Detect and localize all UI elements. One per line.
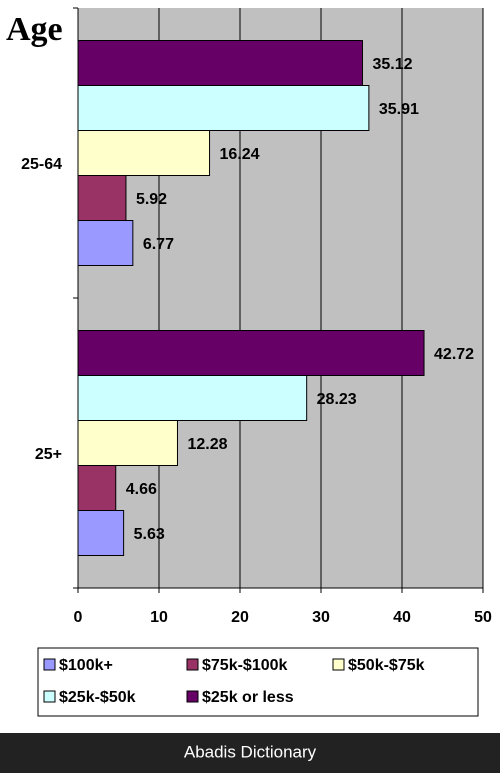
legend-swatch xyxy=(186,690,199,703)
data-label: 6.77 xyxy=(143,236,174,253)
data-label: 4.66 xyxy=(126,481,157,498)
bar xyxy=(77,130,211,176)
bar xyxy=(77,175,127,221)
legend-label: $25k-$50k xyxy=(59,689,136,706)
bar xyxy=(77,40,363,86)
chart-title: Age xyxy=(6,11,63,48)
x-tick-label: 10 xyxy=(150,609,168,626)
bar xyxy=(77,330,425,376)
data-label: 28.23 xyxy=(317,391,357,408)
data-label: 35.12 xyxy=(372,56,412,73)
legend xyxy=(37,647,479,717)
x-tick-label: 0 xyxy=(74,609,83,626)
legend-swatch xyxy=(186,658,199,671)
x-tick-label: 30 xyxy=(312,609,330,626)
legend-swatch xyxy=(332,658,345,671)
bar xyxy=(77,465,117,511)
data-label: 12.28 xyxy=(187,436,227,453)
data-label: 35.91 xyxy=(379,101,419,118)
data-label: 5.92 xyxy=(136,191,167,208)
x-tick-label: 50 xyxy=(474,609,492,626)
y-tick-label: 25-64 xyxy=(21,156,62,173)
data-label: 5.63 xyxy=(134,526,165,543)
bar xyxy=(77,375,308,421)
x-tick-label: 20 xyxy=(231,609,249,626)
bar xyxy=(77,510,125,556)
x-tick-label: 40 xyxy=(393,609,411,626)
bar xyxy=(77,420,178,466)
legend-label: $100k+ xyxy=(59,657,113,674)
legend-swatch xyxy=(43,690,56,703)
legend-label: $50k-$75k xyxy=(348,657,425,674)
legend-swatch xyxy=(43,658,56,671)
bar xyxy=(77,85,370,131)
legend-label: $75k-$100k xyxy=(202,657,288,674)
legend-label: $25k or less xyxy=(202,689,294,706)
data-label: 42.72 xyxy=(434,346,474,363)
y-tick-label: 25+ xyxy=(35,446,62,463)
bar xyxy=(77,220,134,266)
footer-text: Abadis Dictionary xyxy=(184,742,317,761)
footer-bar xyxy=(0,733,500,773)
data-label: 16.24 xyxy=(220,146,260,163)
